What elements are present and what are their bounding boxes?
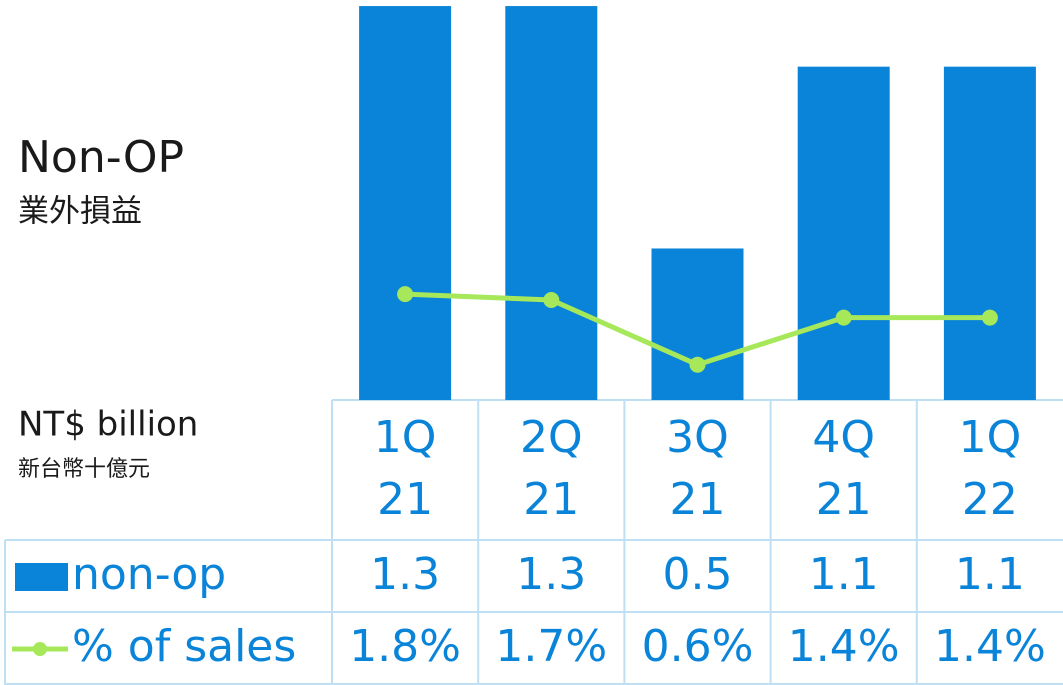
line-point (397, 286, 414, 303)
x-tick-label: 1Q (959, 412, 1022, 463)
bar (943, 66, 1036, 401)
table-grid (4, 399, 1063, 685)
unit-label: NT$ billion (18, 405, 198, 445)
table-value: 1.3 (516, 549, 586, 600)
table-value: 0.6% (642, 621, 754, 672)
legend-label: % of sales (72, 621, 296, 672)
unit-subtitle: 新台幣十億元 (18, 457, 150, 482)
x-tick-label: 21 (670, 474, 726, 525)
x-tick-label: 1Q (374, 412, 437, 463)
x-tick-label: 21 (377, 474, 433, 525)
table-value: 1.8% (349, 621, 461, 672)
x-tick-label: 2Q (520, 412, 583, 463)
x-tick-label: 21 (523, 474, 579, 525)
table-value: 1.3 (370, 549, 440, 600)
table-value: 1.4% (934, 621, 1046, 672)
table-value: 1.1 (809, 549, 879, 600)
x-tick-label: 3Q (666, 412, 729, 463)
line-point (543, 292, 560, 308)
line-point (835, 309, 852, 326)
x-tick-label: 4Q (812, 412, 875, 463)
bar (505, 6, 598, 400)
x-tick-label: 22 (962, 474, 1018, 525)
table-value: 1.7% (495, 621, 607, 672)
bar (797, 66, 890, 401)
table-value: 1.1 (955, 549, 1025, 600)
legend-swatch (33, 642, 47, 656)
bar (359, 6, 452, 400)
legend-swatch (15, 563, 68, 591)
x-tick-label: 21 (816, 474, 872, 525)
chart-title: Non-OP (18, 132, 184, 183)
line-point (981, 309, 998, 326)
bar (651, 248, 744, 400)
chart-subtitle: 業外損益 (18, 194, 142, 230)
legend-label: non-op (72, 549, 226, 600)
table-value: 0.5 (663, 549, 733, 600)
table-value: 1.4% (788, 621, 900, 672)
line-point (689, 356, 706, 373)
